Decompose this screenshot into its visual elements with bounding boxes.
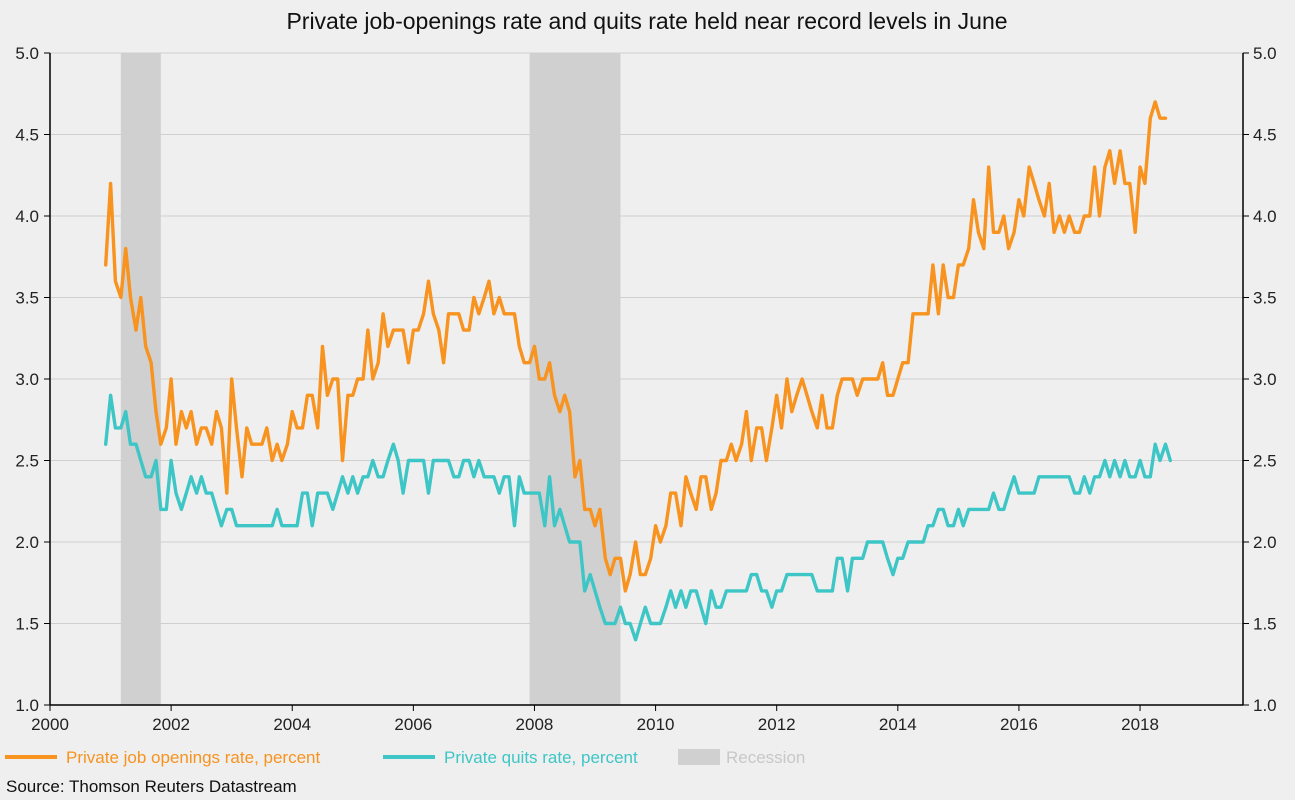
y-tick-label-right: 2.0 [1253,533,1277,552]
y-tick-label-left: 4.5 [15,126,39,145]
series-line-1 [104,100,1168,593]
axes: 1.0 1.0 1.5 1.5 2.0 2.0 2.5 2.5 3.0 3.0 3.5 3.5 4.0 4… [15,44,1276,734]
x-tick-label: 2006 [394,715,432,734]
x-tick-label: 2012 [758,715,796,734]
x-tick-label: 2002 [152,715,190,734]
x-tick-label: 2018 [1121,715,1159,734]
legend-item-recession-swatch [678,749,720,765]
y-tick-label-left: 2.0 [15,533,39,552]
y-tick-label-right: 2.5 [1253,452,1277,471]
x-tick-label: 2004 [273,715,311,734]
legend-item-job-openings-label: Private job openings rate, percent [66,748,320,767]
y-tick-label-right: 4.0 [1253,207,1277,226]
y-tick-label-right: 5.0 [1253,44,1277,63]
y-tick-label-left: 2.5 [15,452,39,471]
chart-title: Private job-openings rate and quits rate… [286,8,1007,34]
y-tick-label-right: 1.5 [1253,615,1277,634]
y-tick-label-left: 3.0 [15,370,39,389]
y-tick-label-left: 4.0 [15,207,39,226]
y-tick-label-right: 4.5 [1253,126,1277,145]
legend: Private job openings rate, percent Privat… [5,748,805,767]
y-tick-label-left: 1.0 [15,696,39,715]
x-tick-label: 2014 [879,715,917,734]
x-tick-label: 2008 [516,715,554,734]
y-tick-label-right: 3.0 [1253,370,1277,389]
x-tick-label: 2010 [637,715,675,734]
series-line-2 [104,393,1172,642]
y-tick-label-right: 1.0 [1253,696,1277,715]
x-tick-label: 2000 [31,715,69,734]
legend-item-recession-label: Recession [726,748,805,767]
series-lines [104,100,1172,642]
y-tick-label-right: 3.5 [1253,289,1277,308]
gridlines [50,52,1243,624]
y-tick-label-left: 3.5 [15,289,39,308]
y-tick-label-left: 1.5 [15,615,39,634]
source-note: Source: Thomson Reuters Datastream [6,777,297,796]
y-tick-label-left: 5.0 [15,44,39,63]
legend-item-quits-label: Private quits rate, percent [444,748,638,767]
x-tick-label: 2016 [1000,715,1038,734]
